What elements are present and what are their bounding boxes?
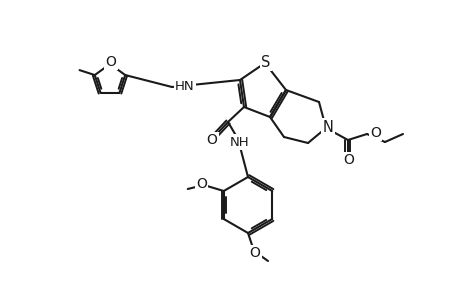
Text: O: O [105, 55, 116, 69]
Text: O: O [196, 177, 207, 191]
Text: S: S [261, 55, 270, 70]
Text: O: O [206, 133, 217, 147]
Text: O: O [369, 126, 380, 140]
Text: O: O [343, 153, 354, 167]
Text: O: O [249, 246, 260, 260]
Text: NH: NH [230, 136, 249, 148]
Text: HN: HN [174, 80, 194, 92]
Text: N: N [322, 119, 333, 134]
